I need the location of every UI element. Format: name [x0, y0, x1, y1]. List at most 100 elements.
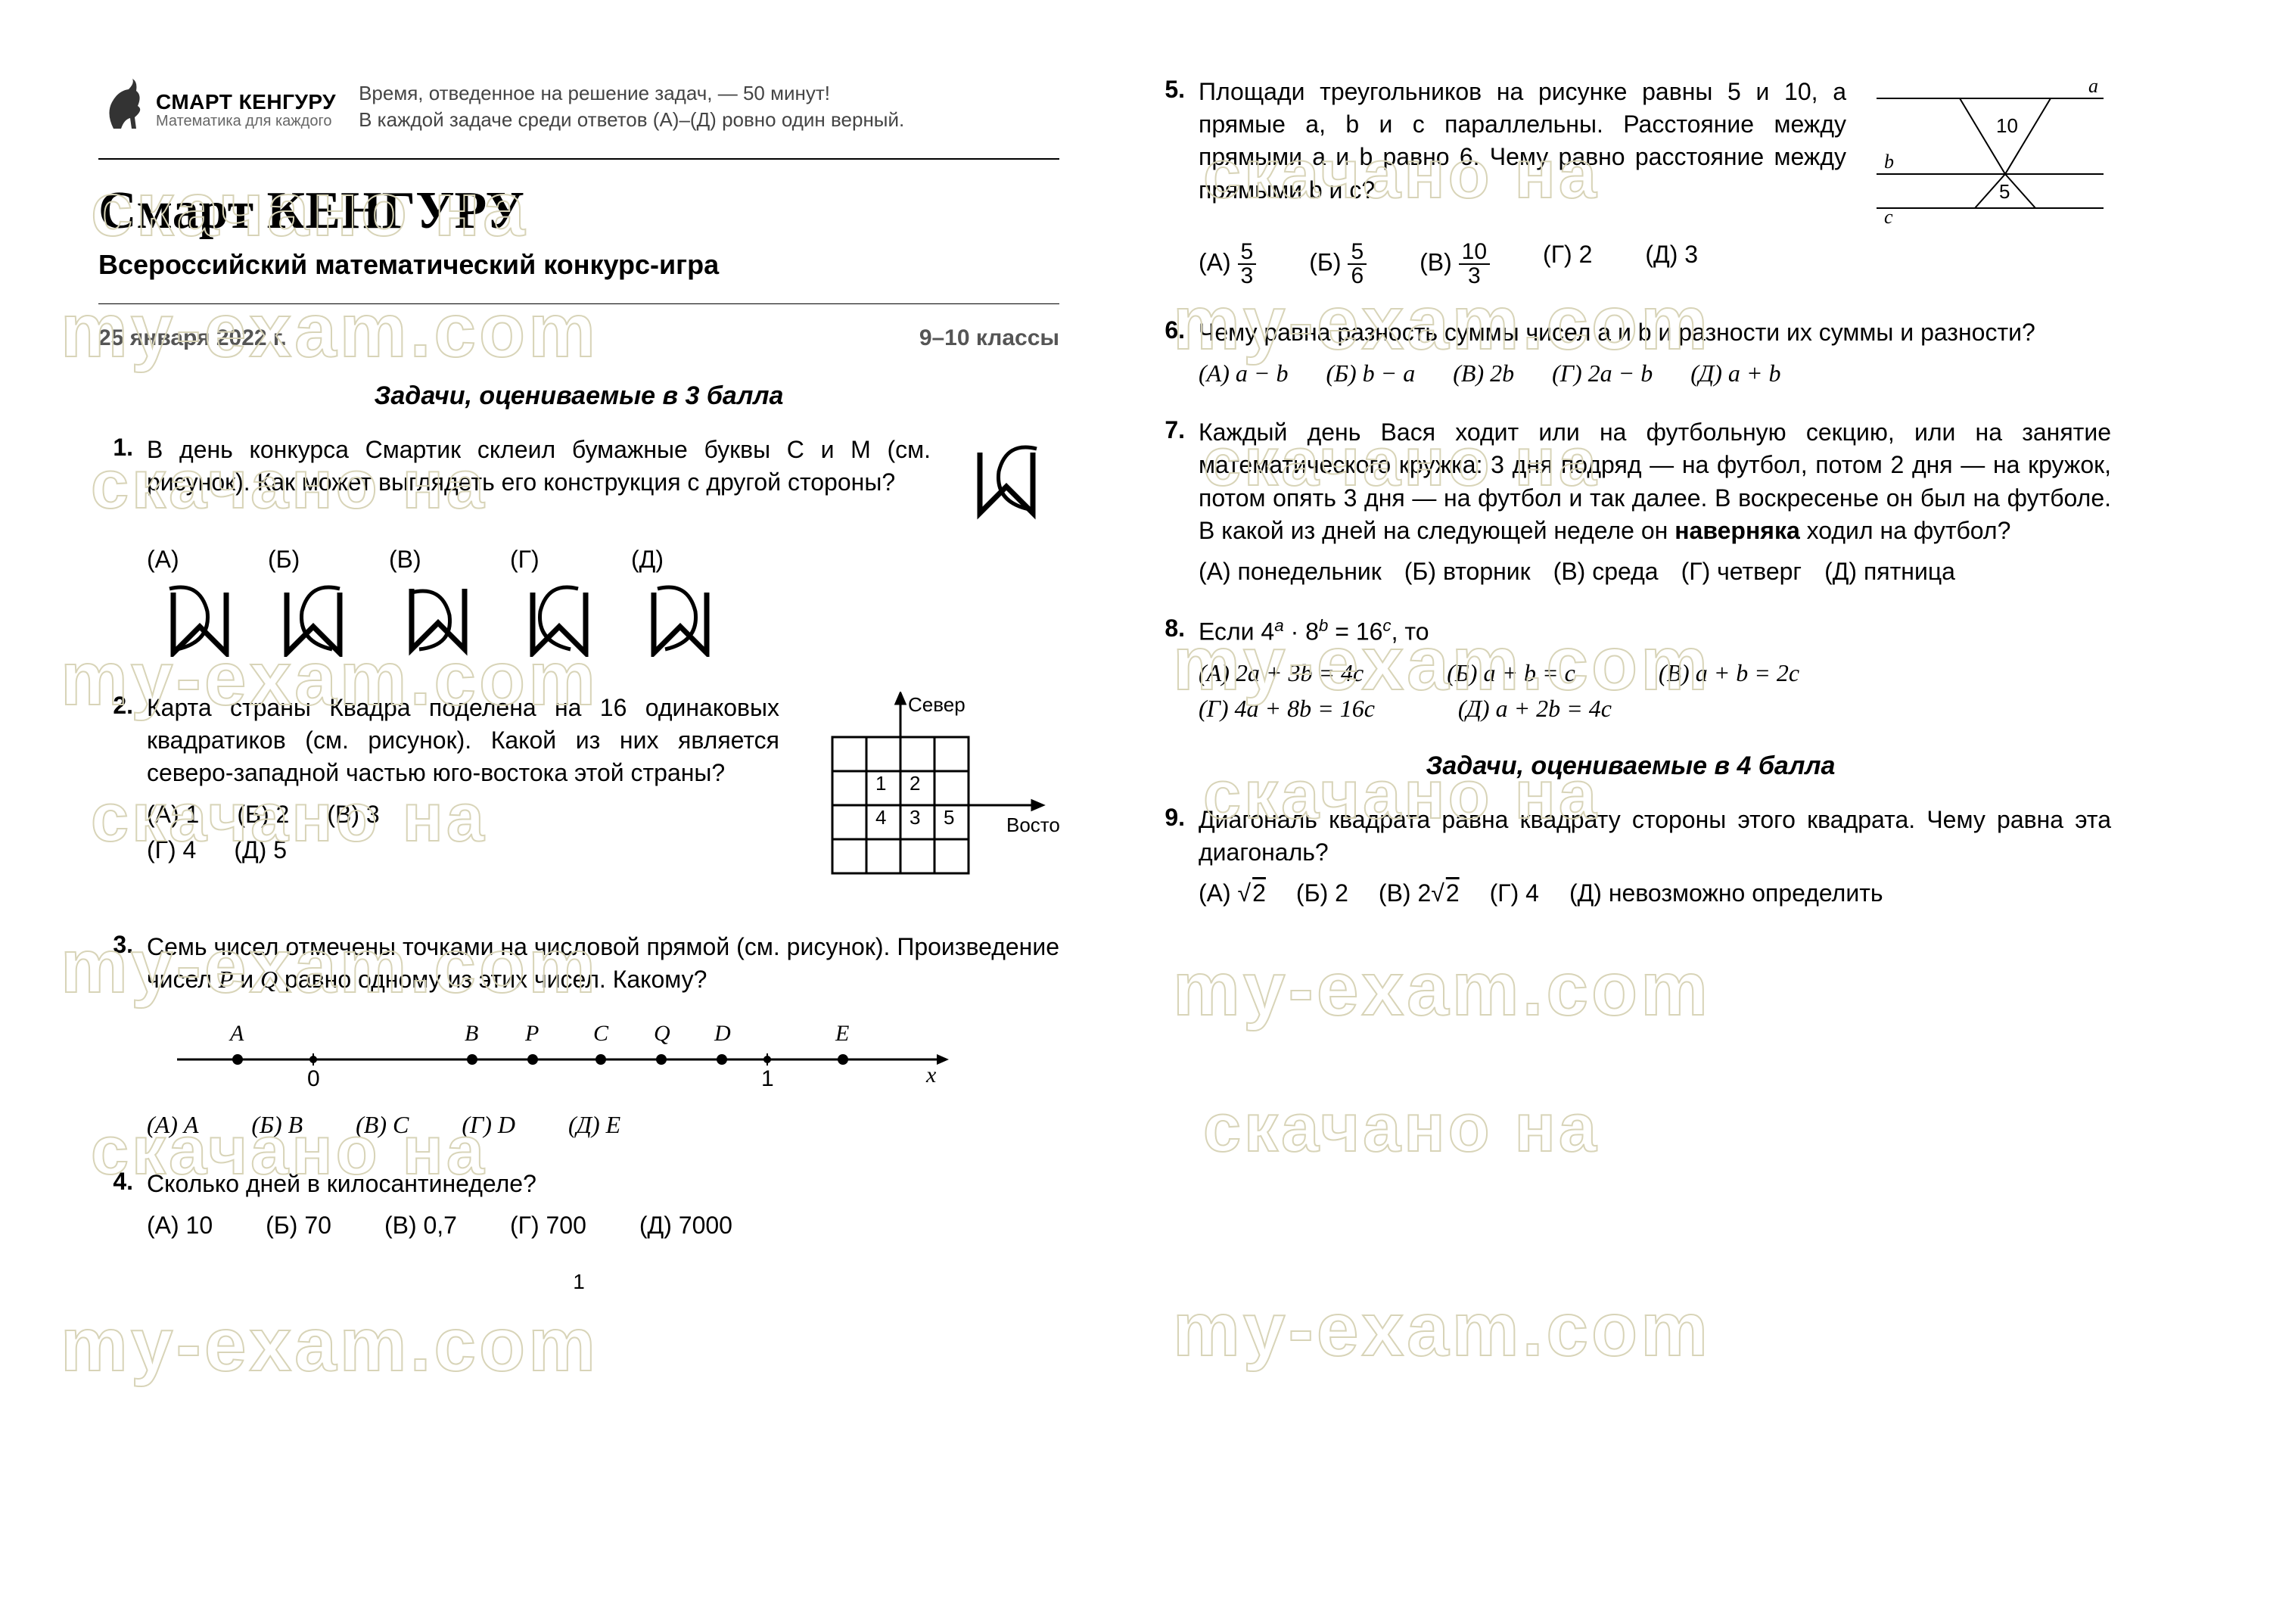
answer-row: (А) (Б) (В) (Г) (Д)	[147, 546, 1059, 663]
svg-text:P: P	[524, 1021, 539, 1046]
answer-option: (В) 103	[1420, 241, 1490, 288]
page-container: СМАРТ КЕНГУРУ Математика для каждого Вре…	[0, 0, 2270, 1339]
intro-text: Время, отведенное на решение задач, — 50…	[359, 80, 904, 133]
problem-4: 4. Сколько дней в килосантинеделе? (А) 1…	[98, 1168, 1059, 1239]
east-label: Восток	[1006, 814, 1059, 836]
answer-option: (Г) 4	[147, 836, 196, 864]
answer-option: (Б) 70	[266, 1212, 331, 1240]
answer-option: (Г) 2a − b	[1552, 359, 1653, 387]
brand-name: СМАРТ КЕНГУРУ	[156, 91, 336, 113]
contest-date: 25 января 2022 г.	[98, 325, 287, 351]
svg-text:D: D	[714, 1021, 731, 1046]
answer-option: (Д) a + 2b = 4c	[1458, 695, 1612, 723]
section-heading-4pts: Задачи, оцениваемые в 4 балла	[1150, 751, 2111, 781]
svg-text:a: a	[2088, 76, 2098, 97]
answer-row: (А) a − b (Б) b − a (В) 2b (Г) 2a − b (Д…	[1199, 359, 2111, 387]
intro-line: В каждой задаче среди ответов (А)–(Д) ро…	[359, 107, 904, 133]
answer-row: (А) 2 (Б) 2 (В) 22 (Г) 4 (Д) невозможно …	[1199, 879, 2111, 907]
answer-option: (А) 10	[147, 1212, 213, 1240]
answer-row: (Г) 4 (Д) 5	[147, 836, 779, 864]
answer-option: (Д) невозможно определить	[1569, 879, 1883, 907]
answer-option: (Г) 700	[510, 1212, 586, 1240]
problem-text: Если 4a · 8b = 16c, то	[1199, 614, 2111, 649]
page-title: Смарт КЕНГУРУ	[98, 181, 1059, 241]
svg-text:2: 2	[910, 772, 920, 795]
answer-option: (Г) 2	[1543, 241, 1592, 288]
answer-option: (А) 53	[1199, 241, 1256, 288]
answer-option: (В) a + b = 2c	[1659, 659, 1799, 687]
svg-text:1: 1	[875, 772, 886, 795]
answer-option: (Д) 3	[1645, 241, 1698, 288]
svg-text:4: 4	[875, 806, 886, 829]
right-column: 5. Площади треугольников на рисунке равн…	[1150, 76, 2111, 1294]
answer-option: (В) 22	[1379, 879, 1460, 907]
page-subtitle: Всероссийский математический конкурс-игр…	[98, 249, 1059, 281]
svg-text:1: 1	[761, 1066, 774, 1091]
svg-text:10: 10	[1996, 114, 2018, 137]
problem-number: 3.	[98, 931, 133, 1139]
svg-text:5: 5	[1999, 180, 2010, 203]
answer-option: (Б)	[268, 546, 359, 663]
problem-text: Карта страны Квадра поделена на 16 одина…	[147, 692, 779, 790]
svg-text:x: x	[925, 1062, 937, 1087]
q1-figure	[953, 434, 1059, 538]
svg-text:b: b	[1884, 151, 1894, 173]
problem-number: 6.	[1150, 316, 1185, 387]
answer-option: (А) 2	[1199, 879, 1266, 907]
q5-figure: a b c 10 5	[1869, 76, 2111, 233]
problem-number: 1.	[98, 434, 133, 663]
problem-number: 8.	[1150, 614, 1185, 723]
answer-option: (Г) D	[462, 1111, 515, 1139]
svg-text:E: E	[835, 1021, 849, 1046]
answer-option: (Б) 2	[237, 801, 289, 829]
answer-option: (Б) a + b = c	[1447, 659, 1575, 687]
divider	[98, 158, 1059, 160]
problem-text: Диагональ квадрата равна квадрату сторон…	[1199, 804, 2111, 869]
page-number: 1	[98, 1270, 1059, 1294]
answer-option: (Г)	[510, 546, 601, 663]
problem-7: 7. Каждый день Вася ходит или на футболь…	[1150, 416, 2111, 586]
answer-row: (А) 2a + 3b = 4c (Б) a + b = c (В) a + b…	[1199, 659, 2111, 687]
problem-number: 4.	[98, 1168, 133, 1239]
svg-text:c: c	[1884, 206, 1893, 227]
svg-text:3: 3	[910, 806, 920, 829]
problem-text: Каждый день Вася ходит или на футбольную…	[1199, 416, 2111, 547]
answer-option: (А) 2a + 3b = 4c	[1199, 659, 1364, 687]
answer-option: (А) 1	[147, 801, 199, 829]
problem-9: 9. Диагональ квадрата равна квадрату сто…	[1150, 804, 2111, 907]
answer-option: (Д)	[631, 546, 722, 663]
svg-text:B: B	[465, 1021, 478, 1046]
brand-tagline: Математика для каждого	[156, 114, 336, 129]
logo-block: СМАРТ КЕНГУРУ Математика для каждого	[98, 76, 336, 145]
answer-row: (А) A (Б) B (В) C (Г) D (Д) E	[147, 1111, 1059, 1139]
intro-line: Время, отведенное на решение задач, — 50…	[359, 80, 904, 107]
problem-number: 7.	[1150, 416, 1185, 586]
problem-8: 8. Если 4a · 8b = 16c, то (А) 2a + 3b = …	[1150, 614, 2111, 723]
answer-option: (Б) 2	[1296, 879, 1348, 907]
answer-option: (Г) 4	[1490, 879, 1539, 907]
answer-option: (Г) 4a + 8b = 16c	[1199, 695, 1375, 723]
answer-option: (В) 2b	[1453, 359, 1514, 387]
answer-row: (Г) 4a + 8b = 16c (Д) a + 2b = 4c	[1199, 695, 2111, 723]
north-label: Север	[908, 693, 966, 716]
problem-2: 2. Карта страны Квадра поделена на 16 од…	[98, 692, 1059, 902]
svg-text:0: 0	[307, 1066, 320, 1091]
answer-option: (А)	[147, 546, 238, 663]
problem-number: 5.	[1150, 76, 1185, 288]
answer-option: (Б) B	[251, 1111, 303, 1139]
svg-text:A: A	[229, 1021, 244, 1046]
svg-text:C: C	[593, 1021, 609, 1046]
problem-text: В день конкурса Смартик склеил бумажные …	[147, 434, 931, 499]
answer-option: (В) 0,7	[384, 1212, 457, 1240]
problem-text: Сколько дней в килосантинеделе?	[147, 1168, 1059, 1200]
kangaroo-icon	[98, 76, 147, 145]
answer-option: (Д) E	[568, 1111, 620, 1139]
answer-option: (Д) пятница	[1824, 558, 1955, 586]
problem-3: 3. Семь чисел отмечены точками на числов…	[98, 931, 1059, 1139]
q3-figure: ABP CQDE x 01	[147, 1006, 1059, 1103]
problem-6: 6. Чему равна разность суммы чисел a и b…	[1150, 316, 2111, 387]
header: СМАРТ КЕНГУРУ Математика для каждого Вре…	[98, 76, 1059, 145]
answer-option: (В) C	[356, 1111, 409, 1139]
answer-option: (Д) 7000	[639, 1212, 732, 1240]
answer-row: (А) 10 (Б) 70 (В) 0,7 (Г) 700 (Д) 7000	[147, 1212, 1059, 1240]
